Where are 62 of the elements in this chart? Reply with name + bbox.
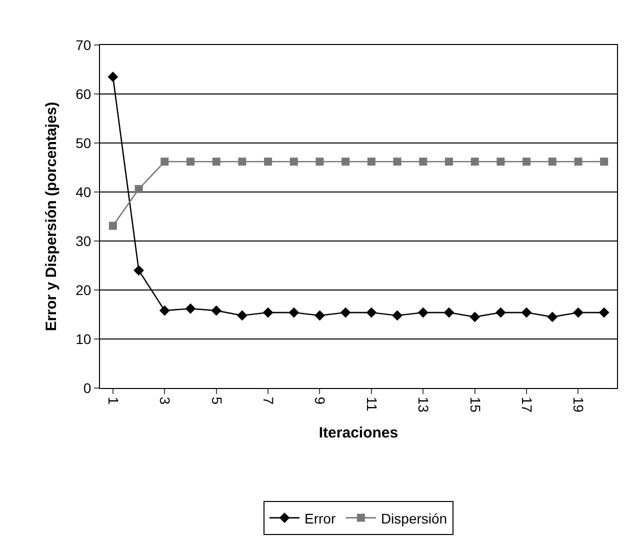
point: [108, 72, 118, 82]
point: [108, 222, 117, 230]
x-axis-title: Iteraciones: [318, 424, 398, 442]
point: [211, 305, 222, 316]
point: [316, 158, 324, 166]
y-tick-label: 10: [76, 330, 92, 347]
point: [419, 158, 428, 166]
point: [574, 158, 582, 166]
point: [159, 305, 170, 316]
y-tick-label: 60: [76, 86, 92, 102]
y-tick-label: 0: [83, 380, 92, 396]
point: [134, 185, 143, 194]
x-tick-label: 1: [105, 396, 122, 405]
point: [186, 158, 194, 166]
point: [185, 303, 196, 314]
y-axis-title: Error y Dispersión (porcentajes): [42, 102, 60, 332]
point: [548, 158, 556, 166]
point: [496, 158, 505, 166]
y-tick-label: 30: [76, 232, 92, 249]
point: [470, 158, 479, 166]
point: [392, 310, 402, 321]
x-tick-label: 7: [260, 396, 276, 405]
point: [598, 307, 610, 318]
x-tick-label: 17: [518, 396, 535, 413]
x-tick-label: 19: [570, 396, 587, 413]
point: [314, 310, 325, 321]
point: [470, 312, 480, 322]
point: [600, 158, 608, 166]
point: [340, 307, 351, 318]
legend-label: Error: [304, 510, 336, 526]
x-tick-label: 15: [467, 396, 484, 413]
point: [264, 158, 272, 166]
point: [160, 158, 169, 166]
y-tick-label: 40: [76, 184, 92, 200]
legend-label: Dispersión: [380, 510, 448, 526]
point: [342, 158, 350, 166]
point: [547, 312, 558, 322]
x-tick-label: 3: [157, 396, 174, 405]
point: [366, 307, 377, 318]
y-tick-label: 50: [76, 134, 92, 151]
point: [212, 158, 220, 166]
point: [393, 158, 402, 166]
point: [367, 158, 376, 166]
point: [238, 158, 246, 166]
point: [495, 307, 506, 318]
point: [444, 158, 453, 166]
point: [418, 307, 428, 318]
y-tick-label: 20: [76, 282, 92, 298]
x-tick-label: 11: [364, 396, 380, 412]
point: [521, 307, 532, 318]
x-tick-label: 9: [312, 396, 328, 405]
point: [236, 310, 248, 321]
point: [444, 307, 454, 318]
point: [288, 307, 300, 318]
point: [134, 265, 144, 276]
x-tick-label: 5: [208, 396, 225, 405]
y-tick-label: 70: [76, 36, 92, 53]
x-tick-label: 13: [416, 396, 432, 413]
point: [262, 307, 274, 318]
point: [573, 307, 584, 318]
point: [290, 158, 298, 166]
point: [522, 158, 531, 166]
